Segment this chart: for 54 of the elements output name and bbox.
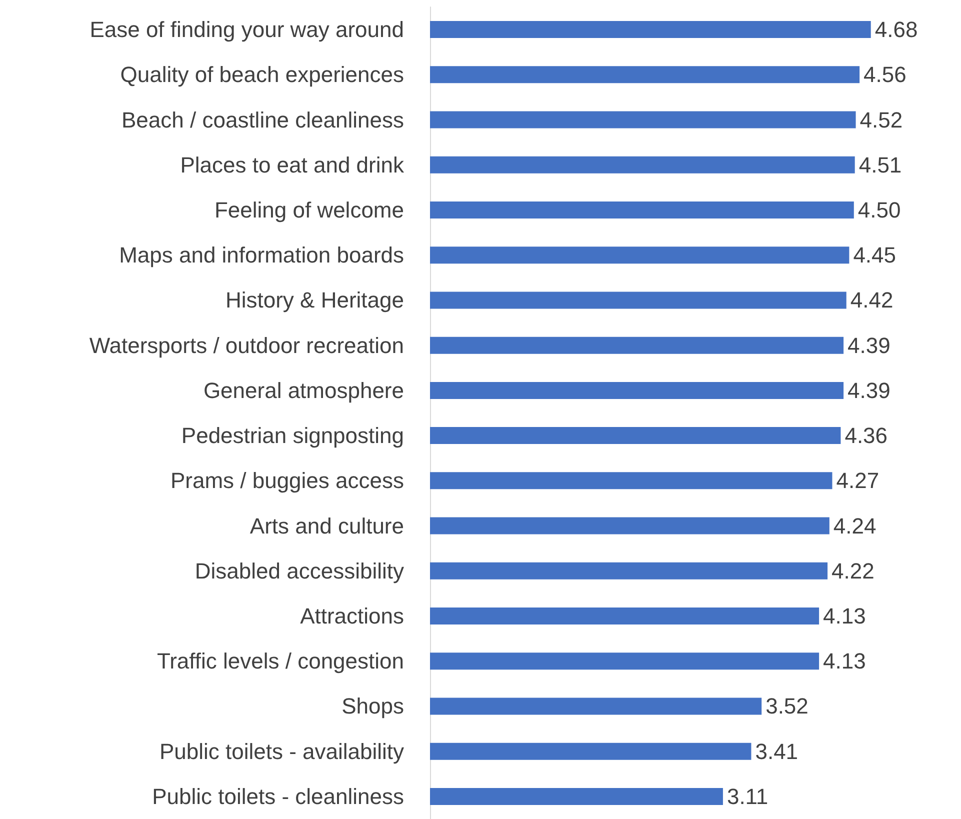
data-label: 4.24 bbox=[833, 513, 876, 538]
data-label: 4.56 bbox=[864, 62, 906, 88]
bar bbox=[430, 517, 830, 534]
data-label: 3.52 bbox=[766, 694, 808, 719]
bar bbox=[430, 246, 850, 264]
bar bbox=[430, 111, 856, 128]
y-tick-label: Pedestrian signposting bbox=[181, 423, 404, 448]
bar bbox=[430, 788, 723, 805]
y-tick-label: History & Heritage bbox=[225, 288, 404, 313]
y-tick-label: Arts and culture bbox=[250, 513, 404, 538]
y-tick-label: Quality of beach experiences bbox=[120, 62, 404, 88]
y-tick-label: Ease of finding your way around bbox=[90, 17, 404, 42]
bar bbox=[430, 472, 832, 490]
y-tick-label: Beach / coastline cleanliness bbox=[122, 107, 404, 132]
data-label: 4.13 bbox=[823, 648, 866, 674]
bar bbox=[430, 336, 844, 354]
bar bbox=[430, 427, 841, 444]
bar bbox=[430, 292, 846, 309]
bar bbox=[430, 698, 762, 715]
bar bbox=[430, 156, 855, 174]
y-tick-label: Maps and information boards bbox=[119, 242, 404, 268]
y-tick-label: Watersports / outdoor recreation bbox=[89, 332, 404, 358]
y-tick-label: Attractions bbox=[300, 604, 404, 628]
y-tick-label: Shops bbox=[342, 694, 404, 719]
data-label: 4.36 bbox=[844, 423, 888, 448]
y-tick-label: Places to eat and drink bbox=[180, 152, 405, 178]
bar bbox=[430, 202, 854, 218]
data-label: 4.52 bbox=[860, 107, 903, 132]
y-tick-label: Disabled accessibility bbox=[194, 558, 404, 584]
data-label: 3.41 bbox=[755, 738, 798, 764]
data-label: 4.22 bbox=[832, 558, 874, 584]
data-label: 4.50 bbox=[858, 198, 901, 222]
y-tick-label: Prams / buggies access bbox=[170, 468, 404, 494]
data-label: 4.42 bbox=[850, 288, 894, 313]
data-label: 4.68 bbox=[874, 17, 918, 42]
y-tick-label: Public toilets - cleanliness bbox=[152, 784, 404, 809]
bar bbox=[430, 608, 820, 624]
y-tick-label: Feeling of welcome bbox=[214, 198, 404, 222]
data-label: 4.45 bbox=[853, 242, 896, 268]
data-label: 4.39 bbox=[848, 378, 890, 403]
bar bbox=[430, 742, 752, 760]
y-tick-label: General atmosphere bbox=[203, 378, 404, 403]
bar bbox=[430, 652, 820, 670]
bar bbox=[430, 562, 828, 580]
data-label: 4.27 bbox=[836, 468, 880, 494]
y-tick-label: Public toilets - availability bbox=[159, 738, 404, 764]
bar bbox=[430, 66, 860, 84]
y-tick-label: Traffic levels / congestion bbox=[156, 648, 404, 674]
data-label: 4.13 bbox=[823, 604, 866, 628]
bar bbox=[430, 21, 871, 38]
data-label: 4.39 bbox=[848, 332, 890, 358]
data-label: 4.51 bbox=[858, 152, 902, 178]
bar bbox=[430, 382, 844, 399]
data-label: 3.11 bbox=[726, 784, 768, 809]
